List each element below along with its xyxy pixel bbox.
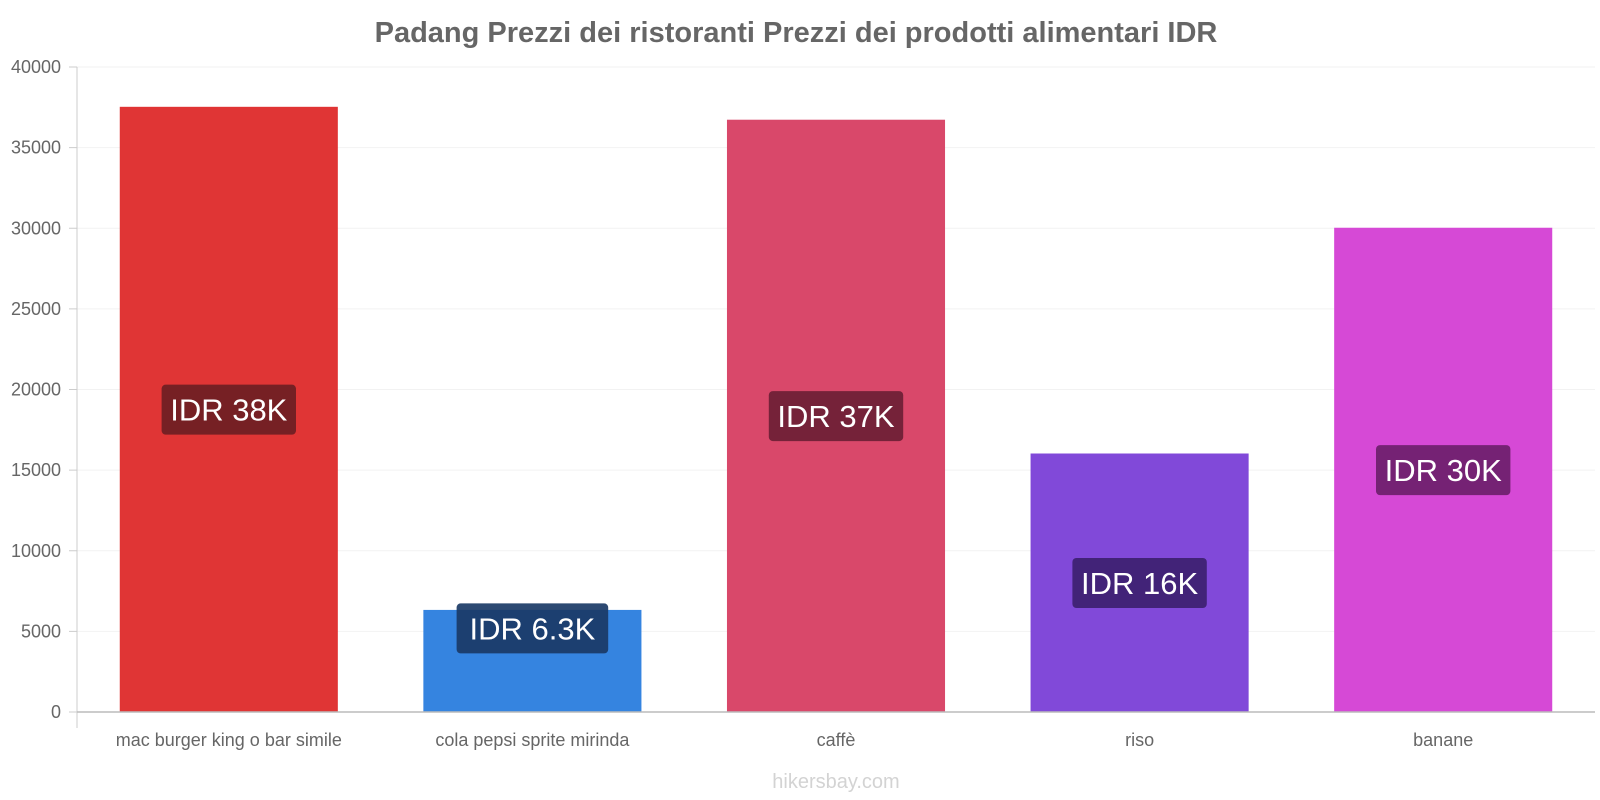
y-tick-label: 0 bbox=[51, 702, 61, 722]
axes: 0 5000 10000 15000 20000 25000 30000 35000 40000… bbox=[11, 57, 1595, 750]
data-label-box bbox=[456, 603, 609, 654]
x-category-label: caffè bbox=[817, 730, 856, 750]
data-label-box bbox=[161, 384, 296, 435]
data-label-box bbox=[1376, 445, 1511, 496]
y-tick-label: 35000 bbox=[11, 138, 61, 158]
y-tick-label: 25000 bbox=[11, 299, 61, 319]
data-label: IDR 6.3K bbox=[470, 611, 596, 646]
data-label: IDR 16K bbox=[1081, 566, 1198, 601]
y-tick-label: 20000 bbox=[11, 380, 61, 400]
x-category-label: mac burger king o bar simile bbox=[116, 730, 342, 750]
y-tick-label: 10000 bbox=[11, 541, 61, 561]
data-label: IDR 38K bbox=[170, 393, 287, 428]
y-tick-label: 5000 bbox=[21, 621, 61, 641]
data-label: IDR 37K bbox=[777, 399, 894, 434]
x-category-label: riso bbox=[1125, 730, 1154, 750]
data-label-box bbox=[1072, 558, 1207, 608]
x-category-label: cola pepsi sprite mirinda bbox=[435, 730, 630, 750]
y-tick-label: 40000 bbox=[11, 57, 61, 77]
data-label: IDR 30K bbox=[1385, 453, 1502, 488]
data-label-box bbox=[768, 391, 904, 442]
chart-title: Padang Prezzi dei ristoranti Prezzi dei … bbox=[375, 17, 1218, 49]
data-labels: IDR 38K IDR 6.3K IDR 37K IDR 16K IDR 30K bbox=[161, 384, 1511, 654]
y-tick-label: 30000 bbox=[11, 218, 61, 238]
watermark-text: hikersbay.com bbox=[772, 771, 899, 793]
y-tick-label: 15000 bbox=[11, 460, 61, 480]
x-category-label: banane bbox=[1413, 730, 1473, 750]
